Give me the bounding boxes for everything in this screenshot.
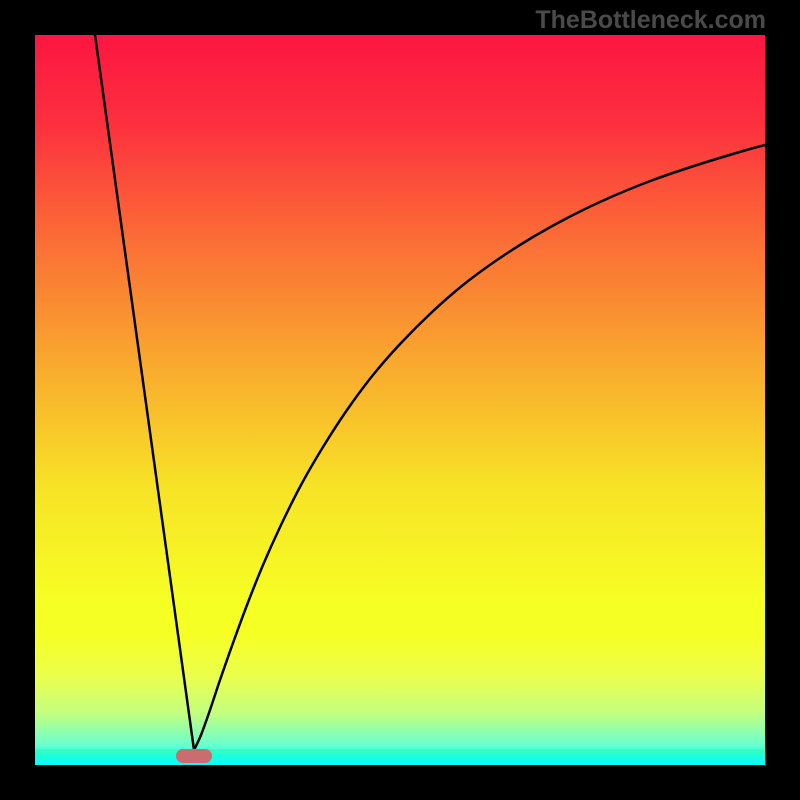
chart-frame: TheBottleneck.com <box>0 0 800 800</box>
watermark-text: TheBottleneck.com <box>535 6 766 35</box>
plot-area <box>35 35 765 765</box>
optimal-point-marker <box>176 749 212 763</box>
bottleneck-curve <box>35 35 765 765</box>
